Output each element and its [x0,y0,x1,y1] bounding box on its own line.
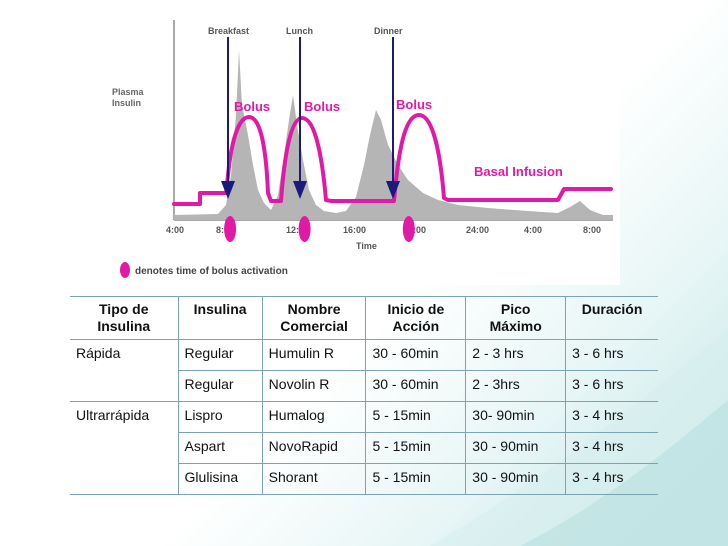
x-axis-label: Time [356,241,377,251]
meal-label-dinner: Dinner [374,26,403,36]
table-cell: 30 - 90min [465,432,566,464]
column-header: Inicio de Acción [365,296,466,340]
column-header-line: Máximo [489,318,542,334]
bolus-activation-marker [298,216,311,242]
table-cell: Glulisina [177,463,263,495]
column-header-line: Acción [392,318,440,334]
table-cell: Rápida [70,339,179,371]
table-cell: 3 - 6 hrs [565,339,658,371]
table-cell: 5 - 15min [365,463,466,495]
y-axis-label-line1: Plasma [112,87,145,97]
insulin-pump-figure: Breakfast Lunch Dinner Plasma Insulin Bo… [108,15,620,285]
column-header: Pico Máximo [465,296,566,340]
legend-text: denotes time of bolus activation [135,266,288,277]
bolus-activation-marker [224,216,237,242]
basal-infusion-label: Basal Infusion [474,164,563,179]
table-cell: 30 - 90min [465,463,566,495]
table-row: Aspart NovoRapid 5 - 15min 30 - 90min 3 - 4 … [70,432,658,464]
x-tick-label: 12:00 [286,225,309,235]
table-cell: 5 - 15min [365,401,466,433]
table-row: Regular Novolin R 30 - 60min 2 - 3hrs 3 - 6 … [70,370,658,402]
x-tick-label: 24:00 [466,225,489,235]
table-cell: 2 - 3 hrs [465,339,566,371]
table-row: Rápida Regular Humulin R 30 - 60min 2 - 3 hr… [70,339,658,371]
column-header: Tipo de Insulina [70,296,179,340]
table-cell: 30 - 60min [365,370,466,402]
pump-insulin-line [172,113,613,206]
breakfast-arrow [221,37,235,199]
lunch-arrow [293,37,307,199]
table-row: Glulisina Shorant 5 - 15min 30 - 90min 3 - 4… [70,463,658,495]
column-header-line: Pico [500,301,531,317]
table-cell: 3 - 4 hrs [565,463,658,495]
table-body: Rápida Regular Humulin R 30 - 60min 2 - 3 hr… [70,339,658,495]
x-tick-label: 16:00 [343,225,366,235]
column-header: Nombre Comercial [261,296,366,340]
column-header-line: Tipo de [99,301,149,317]
table-cell: Aspart [177,432,263,464]
table-row: Ultrarrápida Lispro Humalog 5 - 15min 30- 90… [70,401,658,433]
column-header-line: Inicio de [387,301,445,317]
column-header-line: Duración [581,301,643,317]
table-cell: Ultrarrápida [70,401,179,433]
bolus-activation-marker [402,216,415,242]
table-header-row: Tipo de Insulina Insulina Nombre Comercial In… [70,296,658,340]
insulin-table: Tipo de Insulina Insulina Nombre Comercial In… [70,296,658,495]
column-header: Insulina [177,296,263,340]
table-cell: 3 - 6 hrs [565,370,658,402]
table-cell: Shorant [261,463,366,495]
y-axis-label: Plasma Insulin [112,87,146,108]
meal-label-breakfast: Breakfast [208,26,249,36]
bolus-label-2: Bolus [304,99,340,114]
y-axis-label-line2: Insulin [112,98,141,108]
x-tick-label: 8:00 [583,225,601,235]
table-cell: Lispro [177,401,263,433]
meal-label-lunch: Lunch [286,26,313,36]
column-header-line: Comercial [280,318,348,334]
table-cell: Regular [177,339,263,371]
column-header-line: Nombre [287,301,341,317]
table-cell: 5 - 15min [365,432,466,464]
table-cell: Novolin R [261,370,366,402]
insulin-chart: Breakfast Lunch Dinner Plasma Insulin Bo… [112,20,613,278]
table-cell: 3 - 4 hrs [565,432,658,464]
table-cell: 30 - 60min [365,339,466,371]
column-header-line: Insulina [97,318,151,334]
table-cell: Humulin R [261,339,366,371]
dinner-arrow [386,37,400,199]
x-tick-label: 4:00 [166,225,184,235]
column-header-line: Insulina [193,301,247,317]
table-cell [70,433,178,464]
table-cell: 2 - 3hrs [465,370,566,402]
table-cell: 30- 90min [465,401,566,433]
column-header: Duración [565,296,658,340]
x-tick-label: 4:00 [524,225,542,235]
bolus-label-1: Bolus [234,99,270,114]
table-cell: 3 - 4 hrs [565,401,658,433]
bolus-activation-markers [224,216,415,242]
legend-marker [120,262,130,278]
table-cell: Regular [177,370,263,402]
table-cell: NovoRapid [261,432,366,464]
table-cell [70,463,179,495]
table-cell: Humalog [261,401,366,433]
bolus-label-3: Bolus [396,97,432,112]
table-cell [70,371,178,402]
